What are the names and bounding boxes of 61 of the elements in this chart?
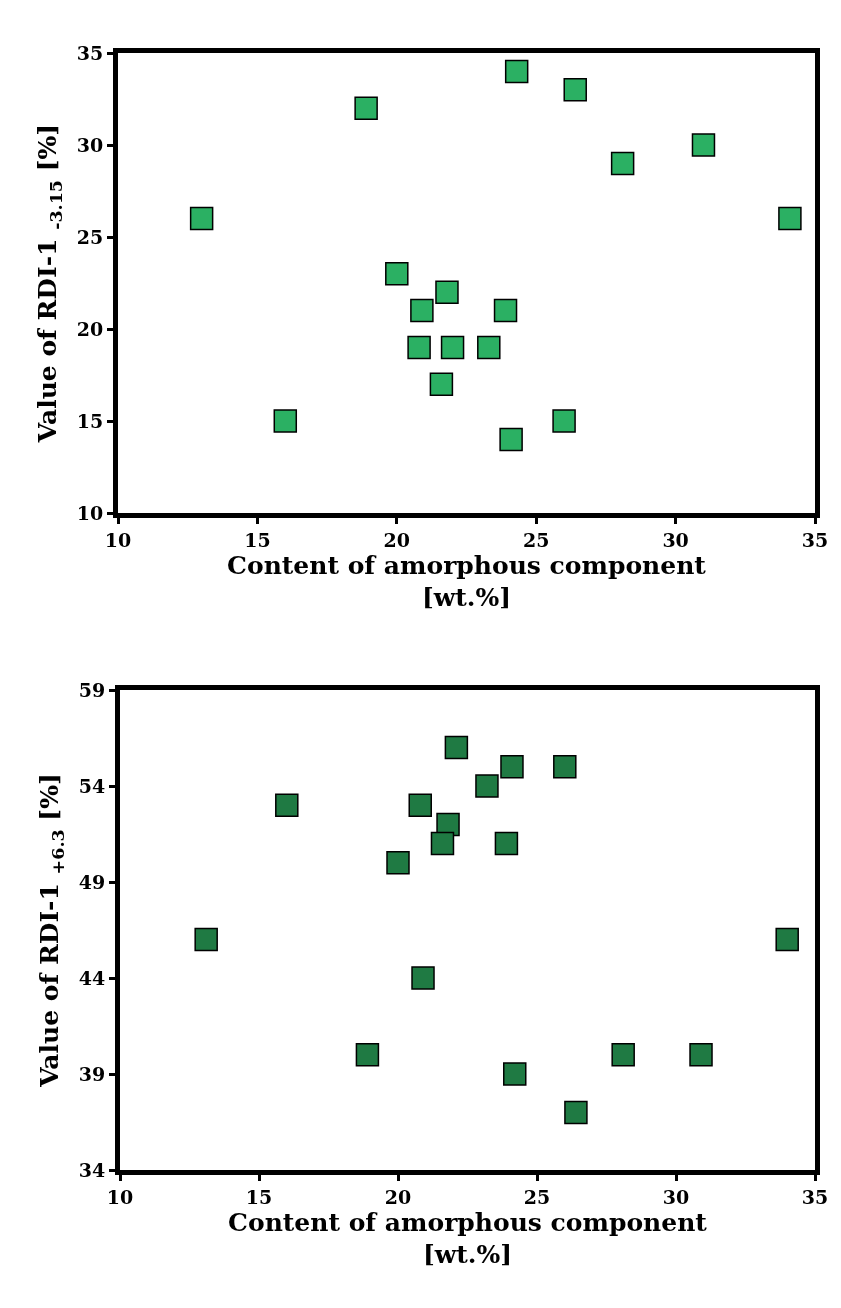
y-tick-label: 20	[76, 317, 104, 340]
y-tick-label: 34	[78, 1158, 106, 1181]
point	[778, 206, 802, 231]
point	[564, 1100, 588, 1125]
y-tick-label: 15	[76, 409, 104, 432]
x-tick-label: 20	[383, 528, 411, 551]
point	[553, 755, 577, 779]
point	[189, 206, 214, 231]
y-tick-label: 49	[78, 870, 106, 893]
x-tick-label: 15	[244, 528, 271, 551]
x-tick-label: 35	[801, 1185, 829, 1208]
point	[429, 372, 454, 396]
x-tick-label: 15	[245, 1185, 273, 1208]
x-axis-title: Content of amorphous component [wt.%]	[227, 550, 707, 613]
x-tick-label: 20	[384, 1185, 412, 1208]
point	[494, 831, 519, 856]
point	[689, 1043, 713, 1067]
point	[408, 793, 432, 817]
x-tick-label: 35	[801, 528, 829, 551]
point	[552, 409, 576, 433]
y-tick-label: 10	[76, 501, 104, 524]
x-tick-label: 25	[523, 1185, 551, 1208]
point	[411, 966, 435, 990]
point	[610, 151, 635, 176]
point	[273, 409, 298, 433]
point	[385, 262, 409, 286]
y-tick-label: 59	[78, 678, 106, 701]
y-tick-label: 39	[78, 1062, 106, 1085]
y-tick-label: 25	[76, 225, 104, 248]
x-axis-title: Content of amorphous component [wt.%]	[228, 1207, 708, 1270]
y-tick-label: 30	[76, 133, 104, 156]
point	[500, 755, 524, 779]
y-tick-label: 54	[78, 774, 106, 797]
point	[503, 1062, 527, 1086]
point	[691, 133, 716, 157]
x-tick-label: 30	[662, 1185, 690, 1208]
point	[477, 335, 501, 360]
x-tick-label: 30	[662, 528, 689, 551]
x-tick-label: 10	[104, 528, 132, 551]
point	[504, 59, 529, 84]
point	[775, 927, 799, 952]
point	[275, 793, 299, 817]
point	[435, 280, 459, 304]
point	[563, 78, 587, 102]
point	[430, 831, 455, 856]
point	[493, 298, 518, 323]
y-tick-label: 44	[78, 966, 106, 989]
point	[499, 427, 523, 452]
point	[440, 335, 465, 360]
point	[355, 1043, 380, 1067]
x-tick-label: 25	[522, 528, 550, 551]
point	[444, 735, 469, 760]
point	[354, 96, 378, 120]
point	[475, 774, 499, 798]
point	[407, 335, 431, 360]
x-tick-label: 10	[106, 1185, 134, 1208]
point	[410, 298, 434, 323]
y-tick-label: 35	[76, 41, 104, 64]
point	[611, 1043, 635, 1067]
point	[194, 927, 218, 952]
point	[386, 851, 410, 875]
